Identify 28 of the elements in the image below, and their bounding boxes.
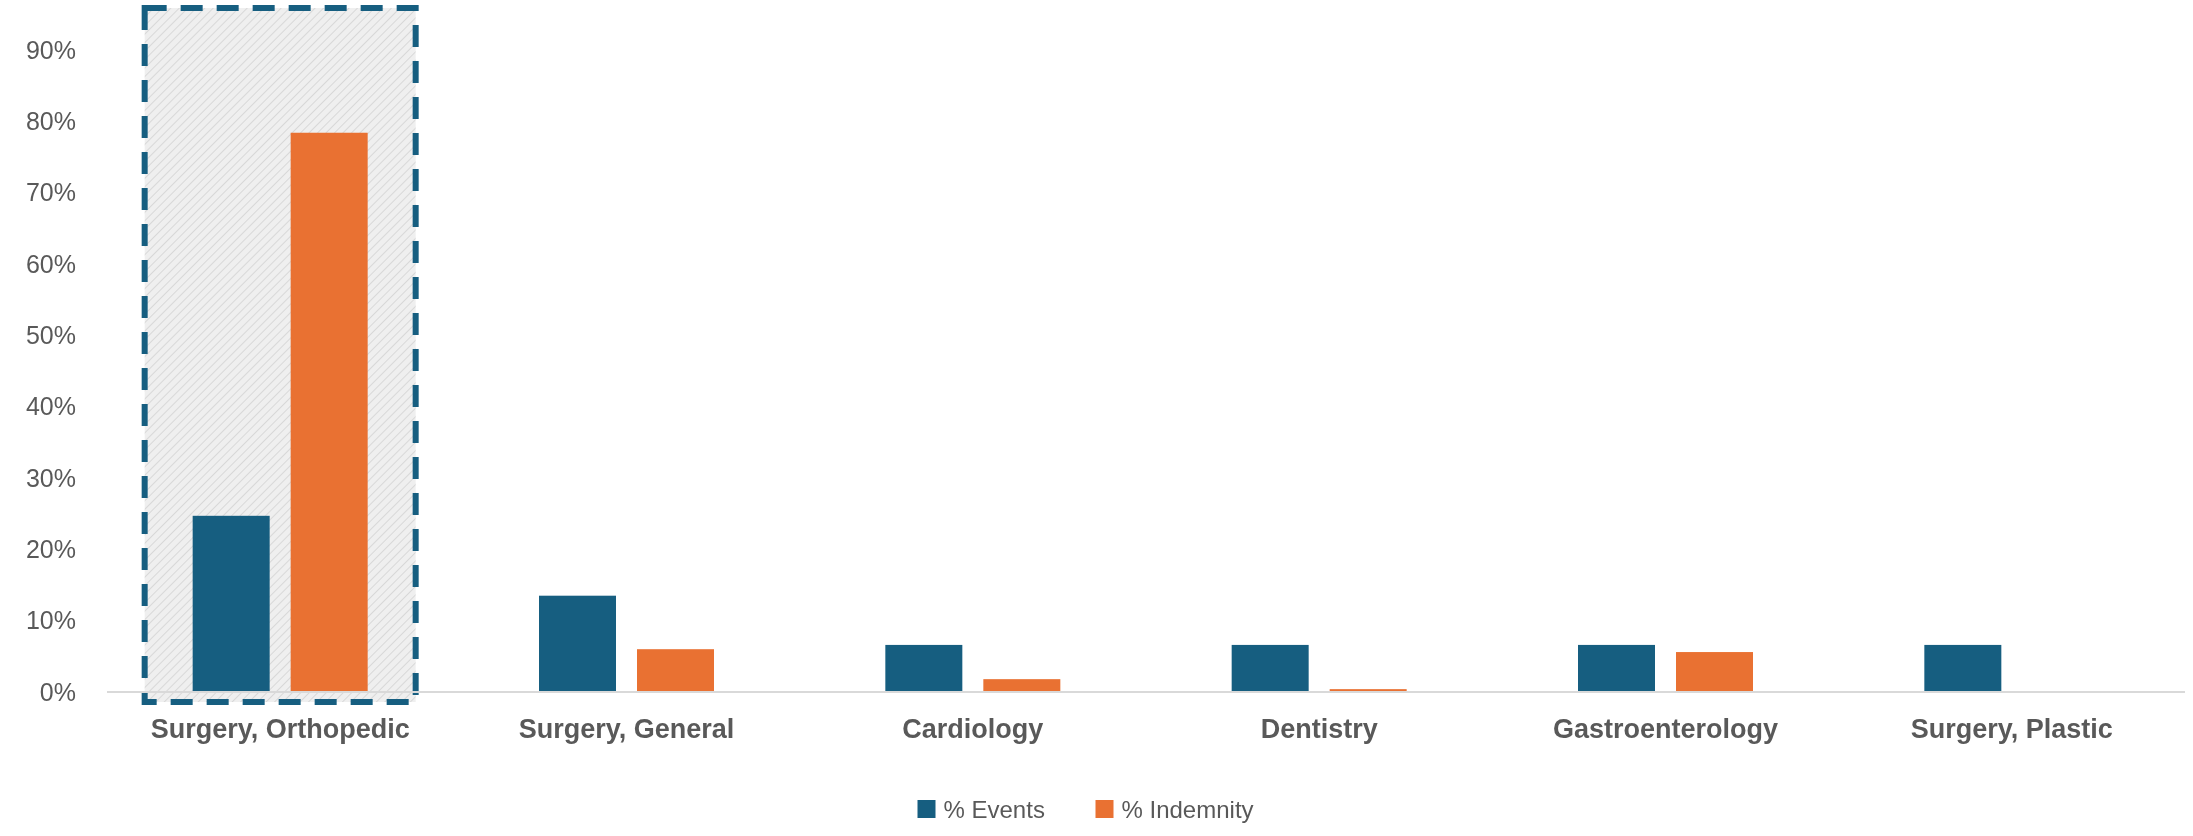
- bar: [885, 644, 963, 692]
- legend-label: % Events: [943, 796, 1045, 823]
- x-tick-label: Dentistry: [1260, 714, 1378, 744]
- bar: [1676, 652, 1753, 692]
- y-tick-label: 0%: [39, 677, 76, 706]
- bar: [637, 649, 714, 692]
- x-tick-label: Surgery, General: [518, 714, 735, 744]
- x-tick-label: Surgery, Plastic: [1910, 714, 2113, 744]
- y-tick-label: 20%: [25, 535, 76, 564]
- x-tick-label: Surgery, Orthopedic: [150, 714, 410, 744]
- y-tick-label: 10%: [25, 606, 76, 635]
- bar: [290, 132, 368, 692]
- y-tick-label: 50%: [25, 321, 76, 350]
- x-tick-label: Gastroenterology: [1552, 714, 1779, 744]
- y-tick-label: 30%: [25, 463, 76, 492]
- y-tick-label: 40%: [25, 392, 76, 421]
- bar: [1578, 644, 1655, 692]
- y-tick-label: 60%: [25, 249, 76, 278]
- bar: [192, 515, 270, 692]
- y-tick-label: 70%: [25, 178, 76, 207]
- y-tick-label: 80%: [25, 107, 76, 136]
- bar: [983, 679, 1061, 692]
- bar: [1231, 644, 1309, 692]
- legend-label: % Indemnity: [1121, 796, 1254, 823]
- x-tick-label: Cardiology: [902, 714, 1044, 744]
- bar: [1924, 644, 2002, 692]
- bar: [539, 595, 616, 692]
- y-tick-label: 90%: [25, 35, 76, 64]
